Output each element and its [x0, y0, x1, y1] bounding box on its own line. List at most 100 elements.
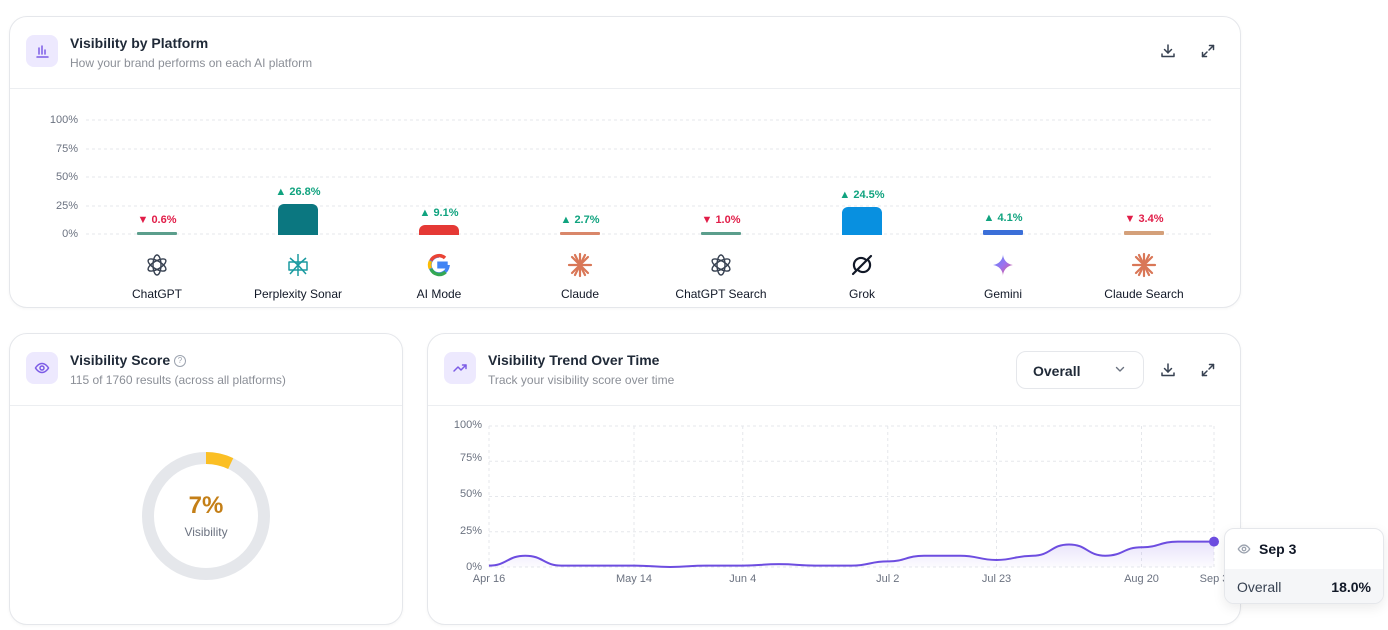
platform-bar[interactable]	[419, 224, 459, 235]
card-header: Visibility Trend Over Time Track your vi…	[428, 334, 1240, 406]
score-caption: Visibility	[184, 525, 228, 539]
y-tick: 100%	[49, 114, 78, 126]
x-tick: Sep 3	[1199, 573, 1229, 585]
card-title: Visibility Score	[70, 352, 171, 368]
google-icon	[424, 250, 454, 280]
x-tick: May 14	[615, 573, 653, 585]
trend-line	[488, 540, 1214, 569]
delta-value: 9.1%	[433, 206, 459, 219]
triangle-down-icon: ▼	[701, 214, 716, 226]
expand-icon	[1201, 363, 1215, 377]
platform-name: ChatGPT Search	[675, 287, 767, 301]
delta-value: 0.6%	[151, 214, 177, 226]
delta-value: 26.8%	[289, 186, 321, 199]
expand-button[interactable]	[1196, 358, 1220, 382]
triangle-up-icon: ▲	[419, 206, 434, 219]
download-button[interactable]	[1156, 358, 1180, 382]
platform-bar[interactable]	[278, 204, 318, 235]
claude-icon	[1129, 250, 1159, 280]
platform-name: ChatGPT	[131, 287, 183, 301]
platform-name: Claude Search	[1104, 287, 1184, 301]
eye-icon	[1237, 542, 1251, 561]
y-tick: 0%	[466, 561, 482, 573]
gemini-icon	[988, 250, 1018, 280]
delta-value: 2.7%	[574, 213, 600, 226]
platform-delta-label: ▲ 9.1%	[419, 207, 458, 219]
x-tick: Apr 16	[472, 573, 506, 585]
y-tick: 50%	[459, 488, 482, 500]
x-tick: Aug 20	[1124, 573, 1159, 585]
platform-bar[interactable]	[842, 207, 882, 235]
y-tick: 75%	[459, 452, 482, 464]
openai-icon	[706, 250, 736, 280]
platform-bar[interactable]	[983, 230, 1023, 235]
platform-delta-label: ▼ 0.6%	[137, 214, 176, 226]
platform-delta-label: ▲ 26.8%	[275, 186, 320, 198]
platform-name: Perplexity Sonar	[253, 287, 343, 301]
trending-up-icon	[444, 352, 476, 384]
y-tick: 75%	[55, 143, 78, 155]
download-button[interactable]	[1156, 39, 1180, 63]
x-tick: Jun 4	[729, 573, 757, 585]
platform-name: Claude	[560, 287, 600, 301]
platform-bar[interactable]	[1124, 231, 1164, 235]
tooltip-date: Sep 3	[1259, 541, 1297, 557]
platform-bar[interactable]	[560, 231, 600, 235]
download-icon	[1161, 363, 1175, 377]
trend-area	[489, 541, 1214, 567]
platform-bar[interactable]	[701, 232, 741, 235]
visibility-by-platform-card: Visibility by Platform How your brand pe…	[9, 16, 1241, 308]
visibility-donut	[142, 452, 270, 580]
series-dropdown[interactable]: Overall	[1016, 351, 1144, 389]
y-tick: 0%	[62, 228, 78, 240]
delta-value: 4.1%	[997, 212, 1023, 225]
claude-icon	[565, 250, 595, 280]
y-tick: 25%	[459, 525, 482, 537]
tooltip-row: Overall 18.0%	[1225, 569, 1383, 603]
openai-icon	[142, 250, 172, 280]
grok-icon	[847, 250, 877, 280]
card-title: Visibility Trend Over Time	[488, 352, 660, 368]
tooltip-series: Overall	[1237, 579, 1282, 595]
platform-bar[interactable]	[137, 232, 177, 235]
info-icon[interactable]: ?	[174, 355, 186, 367]
y-tick: 50%	[55, 171, 78, 183]
delta-value: 3.4%	[1138, 213, 1164, 226]
chart-tooltip: Sep 3 Overall 18.0%	[1224, 528, 1384, 604]
expand-icon	[1201, 44, 1215, 58]
download-icon	[1161, 44, 1175, 58]
delta-value: 24.5%	[853, 189, 885, 202]
triangle-up-icon: ▲	[839, 189, 854, 202]
x-tick: Jul 2	[876, 573, 900, 585]
y-tick: 25%	[55, 200, 78, 212]
platform-delta-label: ▲ 2.7%	[560, 214, 599, 226]
platform-delta-label: ▲ 4.1%	[983, 212, 1022, 224]
platform-name: Gemini	[983, 287, 1023, 301]
card-header: Visibility Score ? 115 of 1760 results (…	[10, 334, 402, 406]
triangle-up-icon: ▲	[560, 213, 575, 226]
bar-chart-icon	[26, 35, 58, 67]
card-subtitle: How your brand performs on each AI platf…	[70, 56, 313, 70]
expand-button[interactable]	[1196, 39, 1220, 63]
card-subtitle: 115 of 1760 results (across all platform…	[70, 373, 286, 387]
triangle-up-icon: ▲	[983, 212, 998, 225]
bar-grid	[86, 119, 1214, 235]
trend-point	[1209, 536, 1219, 547]
dropdown-value: Overall	[1033, 363, 1081, 379]
visibility-score-card: Visibility Score ? 115 of 1760 results (…	[9, 333, 403, 625]
triangle-down-icon: ▼	[1124, 213, 1139, 226]
score-value: 7%	[188, 492, 224, 519]
triangle-down-icon: ▼	[137, 214, 152, 226]
x-tick: Jul 23	[981, 573, 1012, 585]
platform-name: AI Mode	[416, 287, 462, 301]
platform-name: Grok	[848, 287, 876, 301]
perplexity-icon	[283, 250, 313, 280]
delta-value: 1.0%	[715, 214, 741, 226]
trend-chart	[488, 425, 1219, 569]
y-tick: 100%	[453, 419, 482, 431]
visibility-trend-card: Visibility Trend Over Time Track your vi…	[427, 333, 1241, 625]
card-subtitle: Track your visibility score over time	[488, 373, 675, 387]
platform-delta-label: ▲ 24.5%	[839, 189, 884, 201]
chevron-down-icon	[1113, 362, 1127, 381]
tooltip-value: 18.0%	[1331, 579, 1371, 595]
